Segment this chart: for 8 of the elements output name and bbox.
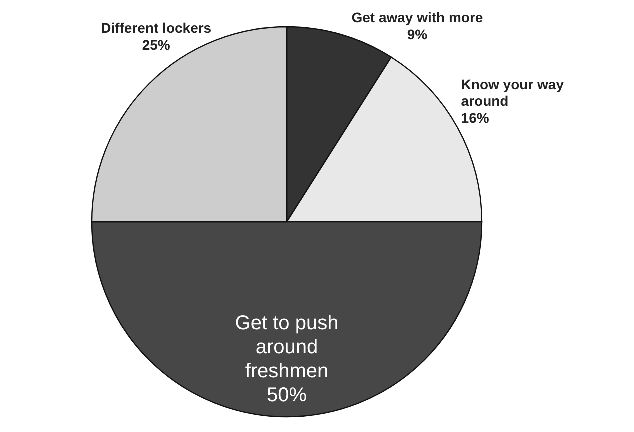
data-label: 50% <box>266 384 308 406</box>
slice-label: Know your way around <box>461 76 564 110</box>
slice-label: Different lockers <box>101 20 212 36</box>
slice-label: Get away with more <box>352 10 484 26</box>
data-label: 16% <box>461 110 490 126</box>
data-label: 9% <box>407 26 428 42</box>
slice-label: Get to push around freshmen <box>235 312 339 382</box>
data-label: 25% <box>142 36 171 53</box>
